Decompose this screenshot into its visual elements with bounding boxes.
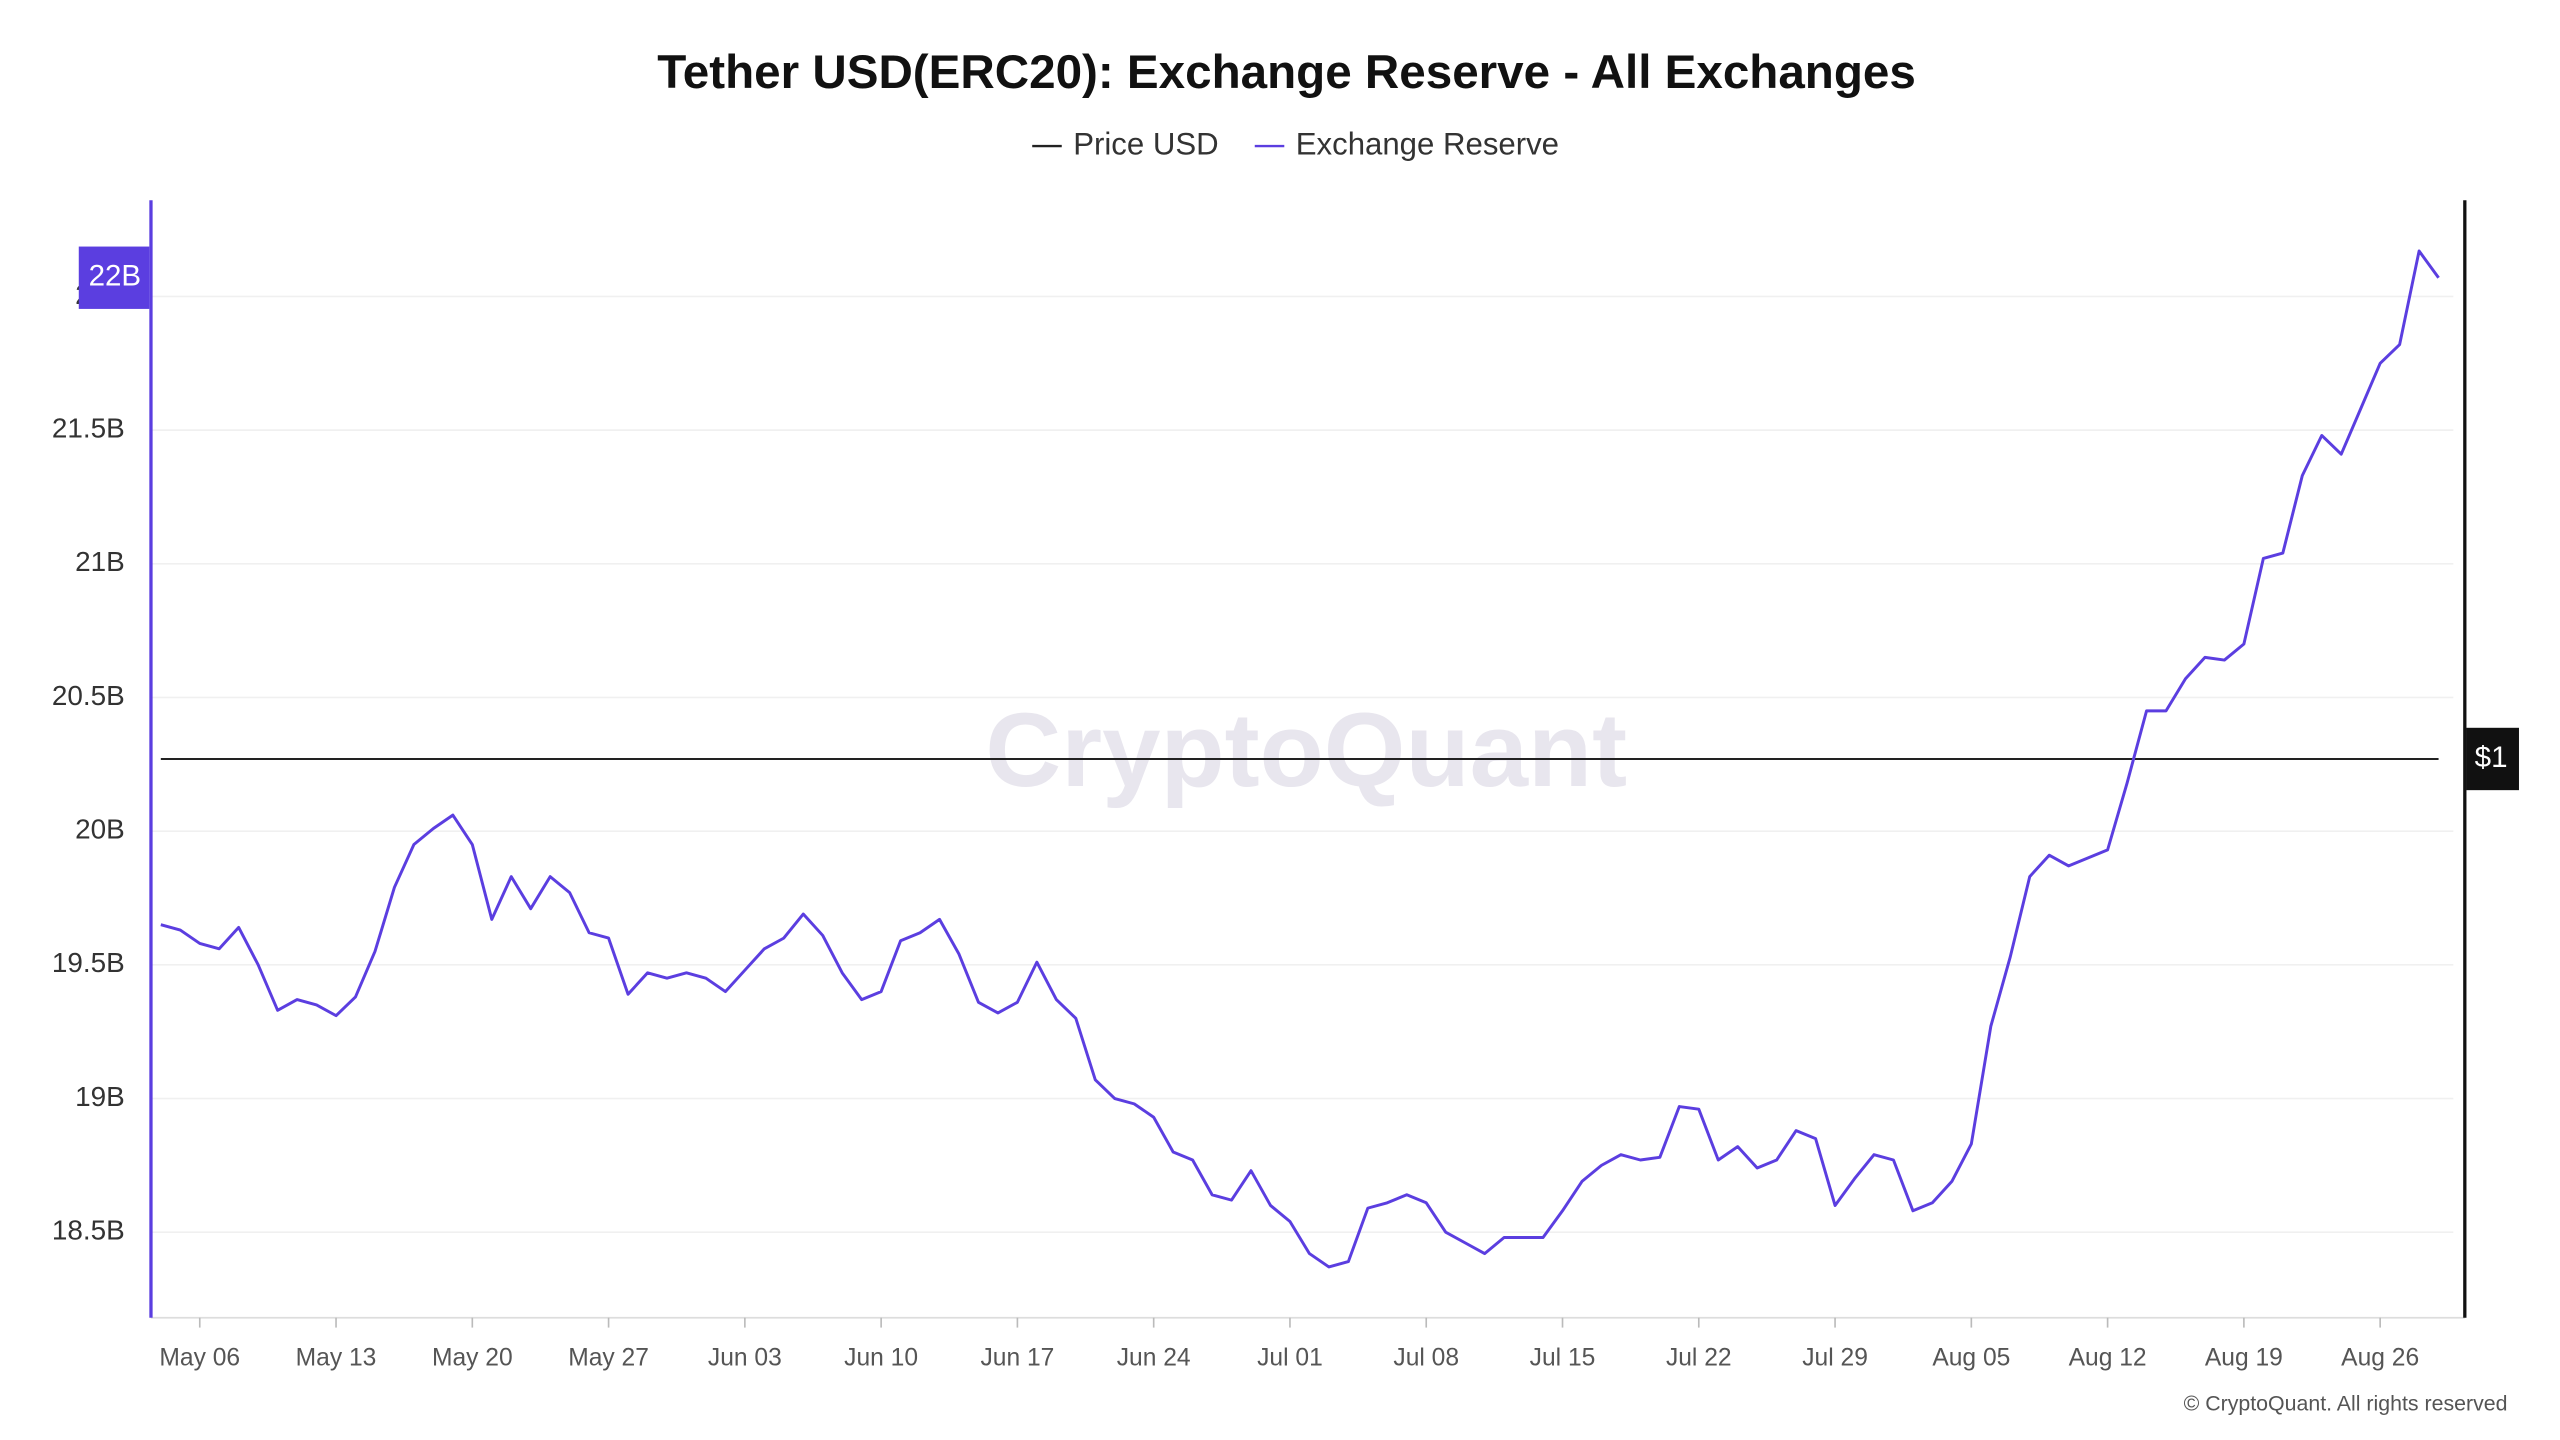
legend-label: Price USD (1073, 126, 1218, 161)
y-tick-label: 19B (75, 1081, 125, 1112)
y-tick-label: 20B (75, 814, 125, 845)
x-tick-label: May 06 (159, 1344, 240, 1371)
x-tick-label: Jun 03 (708, 1344, 782, 1371)
x-tick-label: Jun 17 (980, 1344, 1054, 1371)
y-tick-label: 18.5B (52, 1215, 125, 1246)
credit: © CryptoQuant. All rights reserved (2184, 1391, 2508, 1415)
x-tick-label: Jun 24 (1117, 1344, 1191, 1371)
series-line (160, 249, 2440, 1269)
x-tick-label: Aug 19 (2205, 1344, 2283, 1371)
y-tick-label: 21.5B (52, 413, 125, 444)
x-tick-label: Jul 15 (1530, 1344, 1596, 1371)
y-tick-label: 20.5B (52, 680, 125, 711)
value-badge-label: 22B (89, 260, 142, 293)
chart-title: Tether USD(ERC20): Exchange Reserve - Al… (657, 46, 1916, 99)
legend-label: Exchange Reserve (1296, 126, 1559, 161)
x-tick-label: Jul 01 (1257, 1344, 1323, 1371)
y-tick-label: 21B (75, 546, 125, 577)
x-tick-label: Jul 08 (1393, 1344, 1459, 1371)
value-badge (2466, 727, 2519, 791)
x-tick-label: Aug 12 (2069, 1344, 2147, 1371)
x-tick-label: Aug 26 (2341, 1344, 2419, 1371)
value-badge (78, 246, 150, 309)
x-tick-label: Aug 05 (1932, 1344, 2010, 1371)
x-tick-label: May 13 (296, 1344, 377, 1371)
x-tick-label: May 27 (568, 1344, 649, 1371)
x-tick-label: Jun 10 (844, 1344, 918, 1371)
x-tick-label: May 20 (432, 1344, 513, 1371)
value-badge-label: $1 (2475, 741, 2508, 774)
y-tick-label: 19.5B (52, 947, 125, 978)
watermark: CryptoQuant (985, 692, 1627, 809)
x-tick-label: Jul 29 (1802, 1344, 1868, 1371)
x-tick-label: Jul 22 (1666, 1344, 1732, 1371)
